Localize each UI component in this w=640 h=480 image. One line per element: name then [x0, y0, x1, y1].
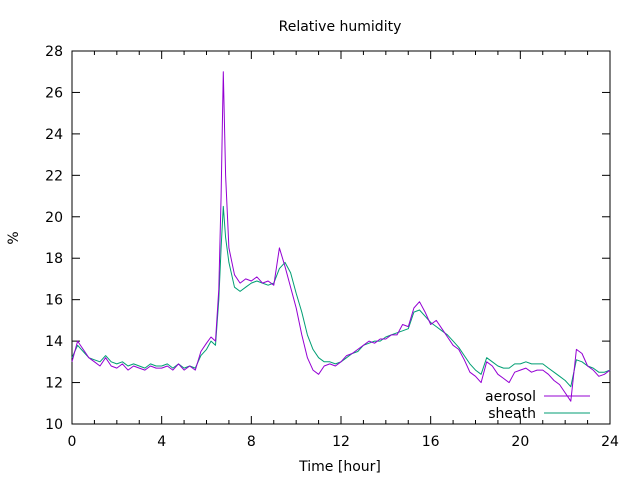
- y-tick-label: 24: [45, 127, 63, 143]
- x-tick-label: 20: [511, 434, 529, 450]
- plot-area-frame: [71, 50, 611, 425]
- y-tick-label: 22: [45, 168, 63, 184]
- x-tick-label: 16: [422, 434, 440, 450]
- y-tick-label: 18: [45, 251, 63, 267]
- y-tick-label: 28: [45, 44, 63, 60]
- y-tick-label: 10: [45, 417, 63, 433]
- y-axis-label: %: [6, 231, 22, 244]
- y-tick-label: 14: [45, 334, 63, 350]
- x-axis-label: Time [hour]: [298, 459, 381, 475]
- legend-label-sheath: sheath: [488, 406, 536, 422]
- y-tick-label: 12: [45, 376, 63, 392]
- x-tick-label: 24: [601, 434, 619, 450]
- legend-label-aerosol: aerosol: [485, 389, 536, 405]
- x-tick-label: 12: [332, 434, 350, 450]
- x-tick-label: 0: [68, 434, 77, 450]
- y-tick-label: 26: [45, 85, 63, 101]
- chart-title: Relative humidity: [279, 19, 402, 35]
- axis-ticks: 10 12 14 16 18 20 22 24 26 28 0 4 8 12 16 20 24: [45, 44, 619, 450]
- series-line-sheath: [71, 205, 611, 388]
- x-tick-label: 4: [157, 434, 166, 450]
- series-lines: [71, 71, 611, 402]
- y-tick-label: 16: [45, 293, 63, 309]
- x-tick-label: 8: [247, 434, 256, 450]
- series-line-aerosol: [71, 71, 611, 402]
- y-tick-label: 20: [45, 210, 63, 226]
